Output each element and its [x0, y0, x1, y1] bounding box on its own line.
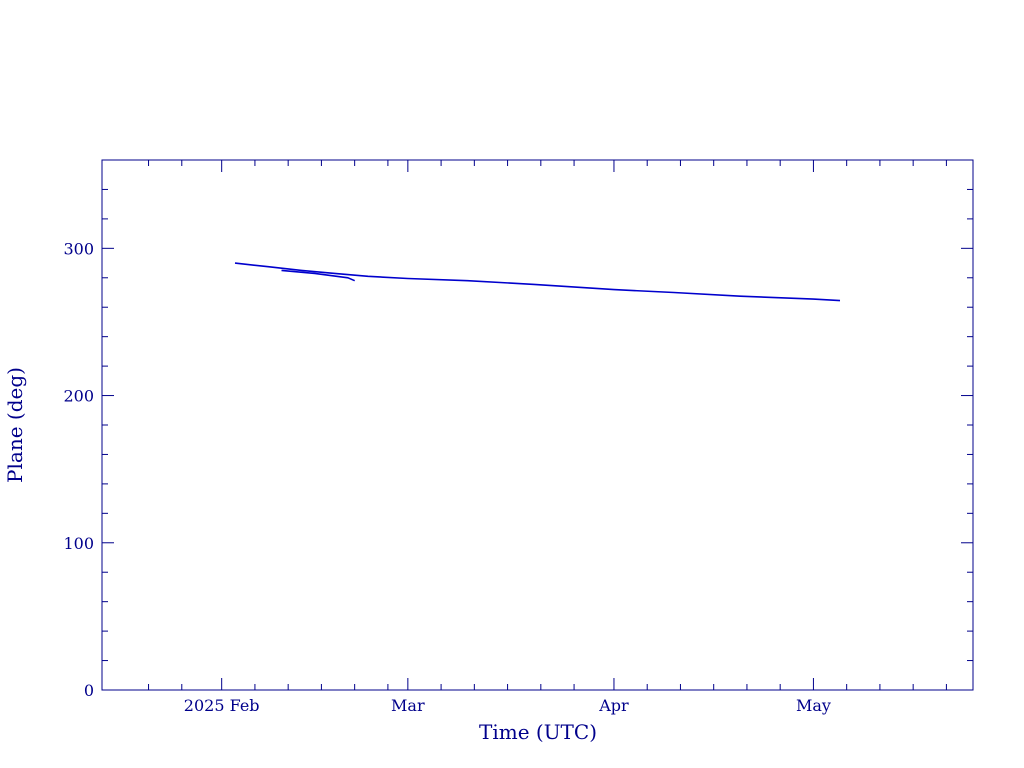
y-axis-ticks: 0 100 200 300 — [63, 188, 973, 700]
y-axis-title: Plane (deg) — [3, 367, 27, 483]
x-tick-label: 2025 Feb — [184, 696, 260, 715]
x-axis-ticks: 2025 Feb Mar Apr May — [148, 160, 947, 715]
series-line-1 — [234, 262, 841, 302]
x-axis-title: Time (UTC) — [479, 720, 597, 744]
y-tick-label: 200 — [63, 387, 94, 406]
x-tick-label: Mar — [391, 696, 425, 715]
y-tick-label: 100 — [63, 534, 94, 553]
y-tick-label: 0 — [84, 681, 94, 700]
x-tick-label: May — [796, 696, 831, 715]
series-line-2 — [281, 269, 356, 282]
x-tick-label: Apr — [598, 696, 629, 715]
series-layer — [234, 262, 841, 302]
plot-frame — [101, 159, 974, 691]
y-tick-label: 300 — [63, 239, 94, 258]
